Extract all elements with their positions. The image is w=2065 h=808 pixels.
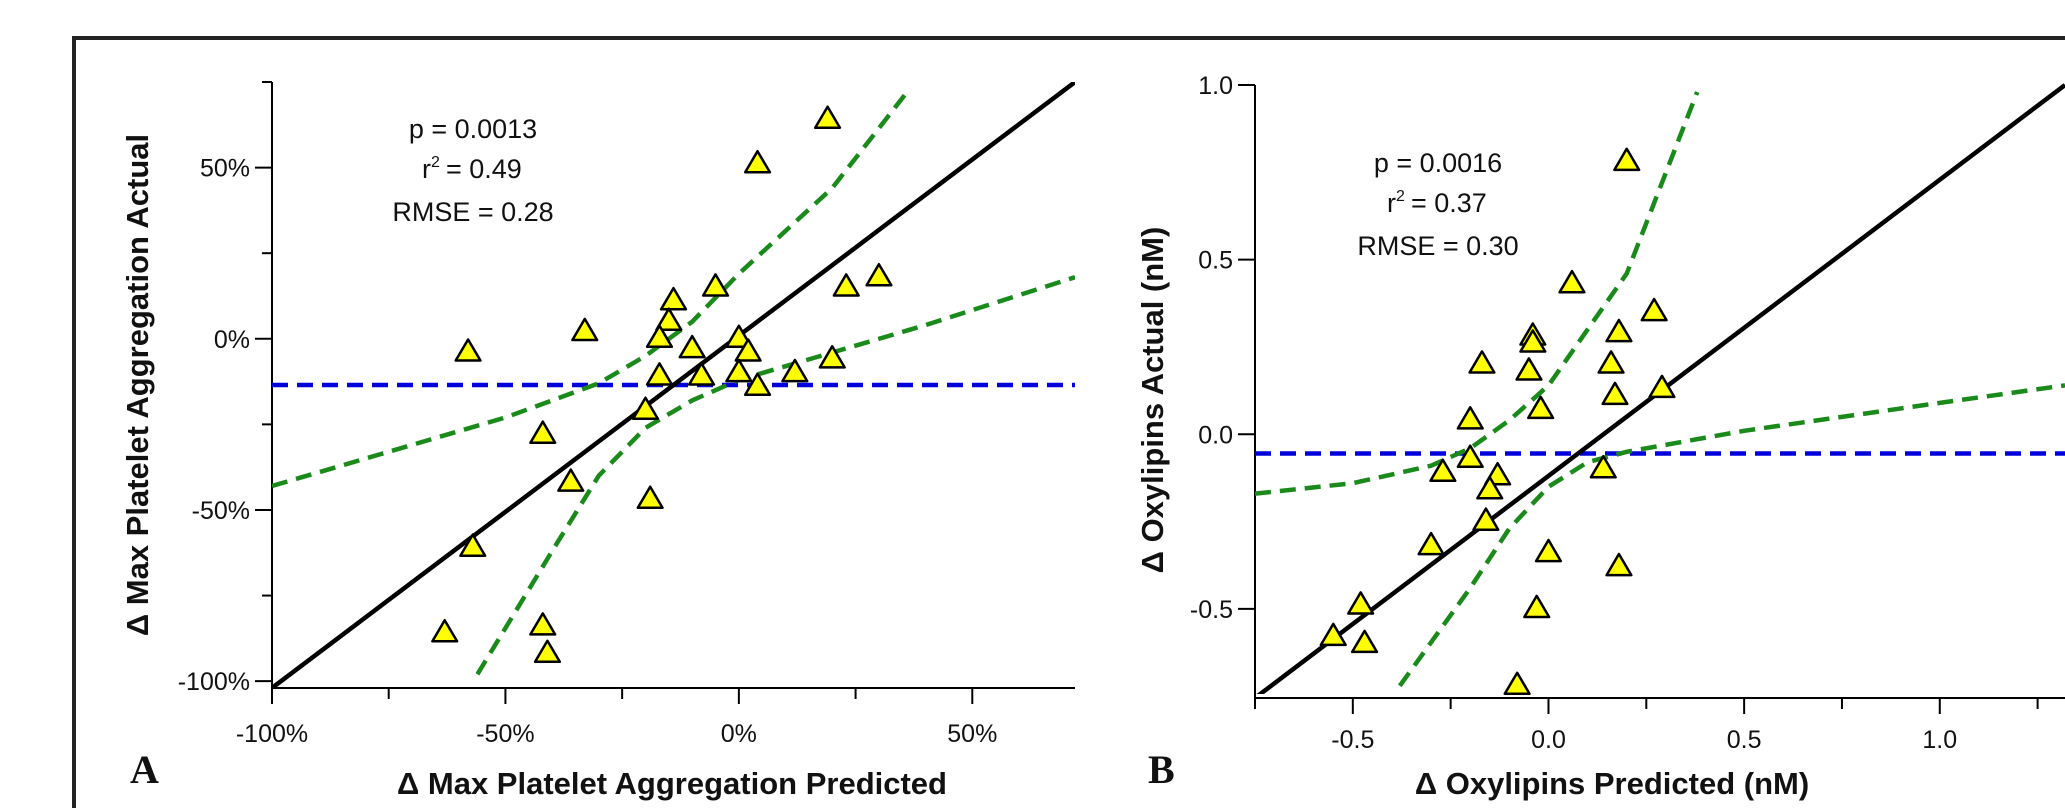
panel-b-data-point — [1589, 454, 1617, 479]
panel-b-r2-value: = 0.37 — [1411, 188, 1487, 218]
panel-a-x-tick-label: 50% — [947, 720, 997, 748]
panel-a-data-point — [645, 324, 674, 349]
panel-b-data-point — [1519, 329, 1547, 353]
panel-b-data-point — [1605, 552, 1633, 577]
panel-b-x-tick-label: -0.5 — [1331, 726, 1374, 754]
panel-a-data-point — [431, 618, 459, 643]
panel-a-x-tick-label: 0% — [721, 720, 757, 748]
panel-b-data-point — [1648, 374, 1676, 399]
panel-a-ci-upper-line — [272, 90, 909, 489]
panel-b-data-point — [1429, 458, 1457, 483]
panel-b-y-tick-label: 1.0 — [1198, 72, 1233, 100]
panel-b-ci-upper-line — [1255, 91, 1700, 496]
panel-b-data-point — [1456, 444, 1484, 469]
panel-b-y-axis-title: Δ Oxylipins Actual (nM) — [1135, 227, 1170, 574]
panel-b-rmse: RMSE = 0.30 — [1357, 231, 1518, 261]
panel-a-data-point — [645, 362, 674, 386]
panel-a-data-point — [655, 307, 683, 331]
panel-b-x-axis-title: Δ Oxylipins Predicted (nM) — [1415, 766, 1809, 801]
panel-a-p-value: p = 0.0013 — [409, 114, 537, 144]
panel-b-p-value: p = 0.0016 — [1374, 148, 1502, 178]
panel-a-data-point — [454, 338, 482, 362]
panel-b-data-point — [1534, 538, 1563, 563]
panel-b-x-tick-label: 0.0 — [1531, 726, 1566, 754]
panel-b-data-point — [1350, 629, 1379, 654]
panel-a-y-tick-label: 50% — [200, 155, 250, 183]
panel-b-ticks: -0.5 0.0 0.5 1.0 -0.5 0.0 0.5 1.0 — [1190, 72, 2039, 754]
panel-a-data-point — [743, 372, 772, 397]
panel-a-data-point — [725, 358, 753, 383]
panel-a-data-point — [813, 105, 842, 129]
panel-b-x-tick-label: 0.5 — [1727, 726, 1762, 754]
panel-b-data-point — [1503, 671, 1531, 696]
panel-a-data-point — [659, 286, 688, 311]
panel-a-data-point — [734, 338, 762, 362]
panel-a-data-point — [636, 485, 664, 510]
panel-a-y-axis-title: Δ Max Platelet Aggregation Actual — [120, 134, 155, 636]
panel-b-data-point — [1456, 406, 1484, 430]
panel-a-data-point — [781, 358, 809, 383]
panel-b-x-tick-label: 1.0 — [1922, 726, 1957, 754]
panel-a-lines — [272, 82, 1075, 688]
panel-a-label: A — [130, 747, 159, 792]
panel-a-data-point — [725, 324, 753, 349]
panel-b-data-point — [1613, 147, 1641, 172]
panel-a-x-tick-label: -50% — [476, 720, 534, 748]
panel-a-ci-lower-line — [475, 275, 1075, 676]
panel-a-r2-value: = 0.49 — [446, 154, 522, 184]
panel-b-data-point — [1601, 381, 1629, 406]
panel-b-data-point — [1597, 350, 1625, 374]
panel-b-data-point — [1515, 357, 1543, 381]
panel-a-data-point — [865, 262, 893, 287]
figure-border — [72, 36, 2065, 808]
panel-b-data-point — [1417, 531, 1445, 556]
panel-b-data-point — [1523, 594, 1551, 619]
panel-b-data-point — [1558, 269, 1586, 294]
panel-b-label: B — [1148, 747, 1175, 792]
panel-b-axes — [1254, 85, 2065, 699]
panel-a-x-tick-label: -100% — [236, 720, 308, 748]
panel-a-data-point — [678, 334, 706, 359]
panel-b-data-point — [1476, 475, 1504, 500]
panel-a-data-point — [743, 149, 772, 174]
panel-b: -0.5 0.0 0.5 1.0-0.50.00.51.0 p = 0.0016 r2… — [1135, 72, 2065, 801]
panel-b-points — [1319, 147, 1676, 696]
panel-b-data-point — [1319, 622, 1347, 647]
panel-b-data-point — [1347, 591, 1375, 615]
panel-a-y-tick-label: 0% — [214, 326, 250, 354]
panel-b-ci-lower-line — [1397, 383, 2065, 688]
panel-a-data-point — [533, 639, 562, 664]
panel-a-rmse: RMSE = 0.28 — [392, 197, 553, 227]
panel-b-data-point — [1472, 507, 1500, 531]
panel-a-y-tick-label: -50% — [192, 497, 250, 525]
panel-b-data-point — [1468, 350, 1496, 374]
panel-a-data-point — [687, 362, 716, 386]
panel-a-data-point — [529, 612, 557, 636]
panel-a: -100% -50% 0% 50%-100%-50%0%50% p = 0.0013 … — [120, 81, 1075, 801]
panel-a-data-point — [571, 317, 599, 342]
panel-b-data-point — [1605, 318, 1633, 343]
panel-a-data-point — [832, 273, 860, 297]
panel-a-data-point — [529, 420, 557, 444]
panel-a-x-axis-title: Δ Max Platelet Aggregation Predicted — [397, 766, 947, 801]
panel-b-data-point — [1527, 395, 1555, 420]
panel-a-data-point — [818, 345, 846, 369]
panel-a-data-point — [557, 468, 585, 492]
panel-a-fit-line — [272, 82, 1075, 688]
panel-a-data-point — [631, 396, 660, 420]
panel-b-y-tick-label: -0.5 — [1190, 596, 1233, 624]
panel-b-data-point — [1640, 297, 1668, 322]
panel-a-data-point — [701, 273, 730, 297]
panel-a-points — [431, 105, 893, 664]
panel-a-y-tick-label: -100% — [178, 668, 250, 696]
panel-a-ticks: -100% -50% 0% 50% -100% -50% 0% 50% — [178, 81, 997, 748]
panel-b-y-tick-label: 0.5 — [1198, 247, 1233, 275]
panel-b-y-tick-label: 0.0 — [1198, 421, 1233, 449]
panel-a-data-point — [459, 533, 487, 557]
